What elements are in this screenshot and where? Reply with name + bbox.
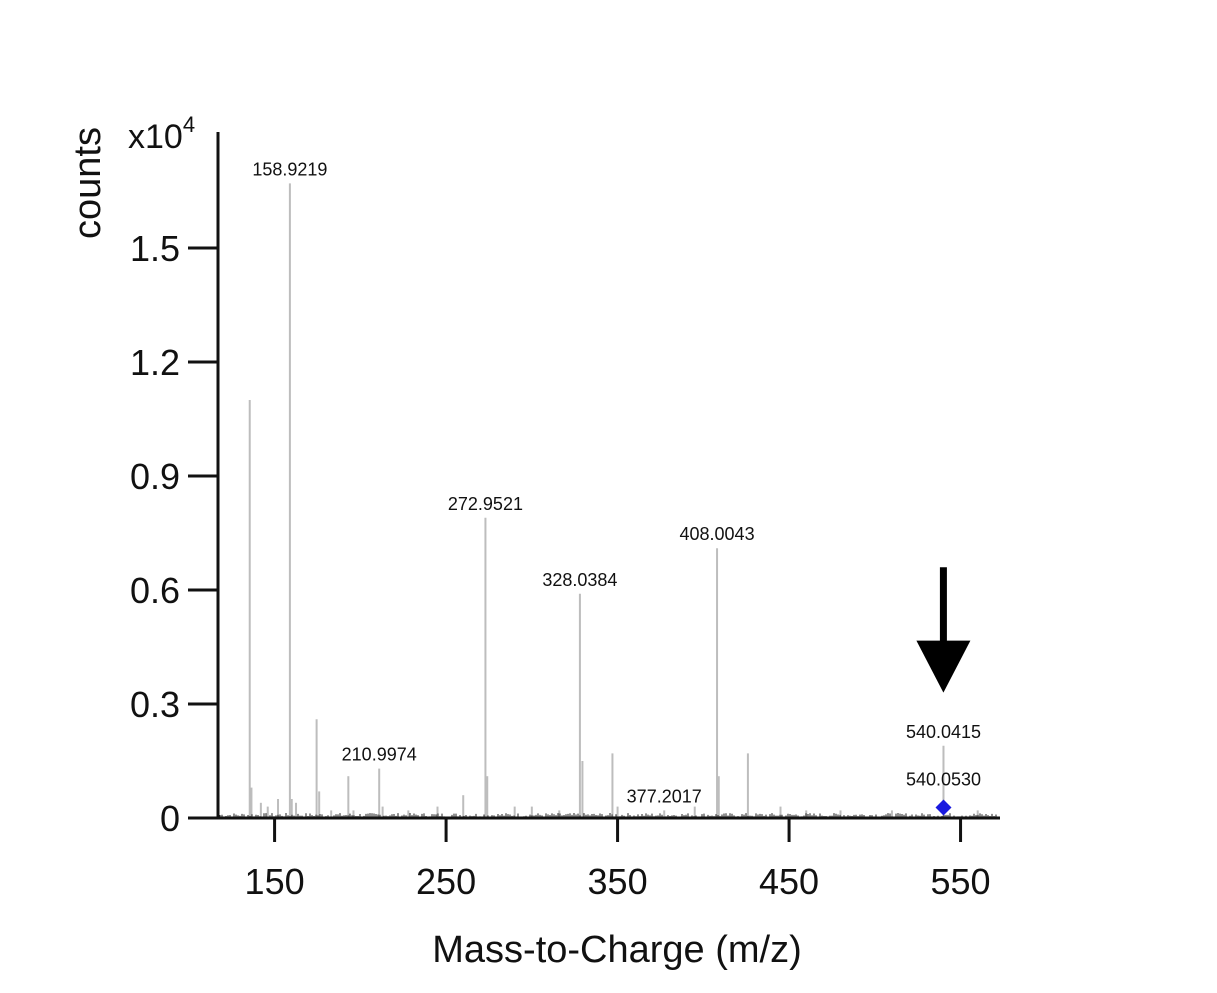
- peak-label-29: 408.0043: [680, 524, 755, 544]
- y-tick-label-5: 1.5: [130, 228, 180, 269]
- peak-label-27: 377.2017: [627, 786, 702, 806]
- x-tick-label-4: 550: [931, 861, 991, 902]
- x-axis-title: Mass-to-Charge (m/z): [432, 929, 802, 971]
- y-tick-label-3: 0.9: [130, 456, 180, 497]
- marker-label: 540.0530: [906, 770, 981, 790]
- peaks-layer: [248, 183, 979, 818]
- y-tick-label-0: 0: [160, 798, 180, 839]
- annotations: 540.0530: [906, 567, 981, 816]
- axes: 0 0.3 0.6 0.9 1.2 1.5 150 250 350 450 550: [130, 132, 1000, 902]
- peak-label-23: 328.0384: [542, 570, 617, 590]
- peak-label-36: 540.0415: [906, 722, 981, 742]
- arrow-head: [916, 640, 971, 693]
- y-multiplier-exponent: 4: [183, 112, 195, 137]
- x-tick-label-1: 250: [416, 861, 476, 902]
- y-tick-label-1: 0.3: [130, 684, 180, 725]
- y-axis-title: counts: [67, 127, 109, 239]
- peak-labels: 158.9219 210.9974 272.9521 328.0384 377.2017…: [252, 159, 981, 806]
- x-tick-label-0: 150: [245, 861, 305, 902]
- x-tick-label-2: 350: [588, 861, 648, 902]
- peak-label-13: 210.9974: [342, 745, 417, 765]
- peak-label-5: 158.9219: [252, 159, 327, 179]
- y-multiplier-base: x10: [128, 118, 183, 156]
- x-tick-label-3: 450: [759, 861, 819, 902]
- y-axis-multiplier: x104: [128, 112, 195, 156]
- marker-diamond: [935, 799, 952, 816]
- peak-label-18: 272.9521: [448, 494, 523, 514]
- y-tick-label-4: 1.2: [130, 342, 180, 383]
- y-tick-label-2: 0.6: [130, 570, 180, 611]
